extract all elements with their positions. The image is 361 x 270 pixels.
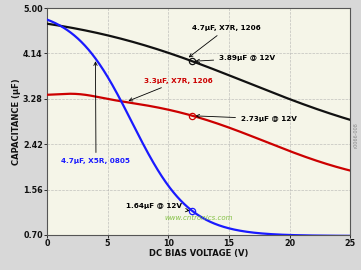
Text: 4.7μF, X7R, 1206: 4.7μF, X7R, 1206 xyxy=(190,25,261,57)
Text: r0066-008: r0066-008 xyxy=(353,122,358,148)
Text: 0.748μF @ 25V
−84%: 0.748μF @ 25V −84% xyxy=(0,269,1,270)
Text: 4.7μF, X5R, 0805: 4.7μF, X5R, 0805 xyxy=(61,62,130,164)
Text: 2.73μF @ 12V: 2.73μF @ 12V xyxy=(196,114,297,122)
Text: 1.64μF @ 12V: 1.64μF @ 12V xyxy=(126,203,189,212)
X-axis label: DC BIAS VOLTAGE (V): DC BIAS VOLTAGE (V) xyxy=(149,249,248,258)
Text: 3.89μF @ 12V: 3.89μF @ 12V xyxy=(196,55,275,63)
Y-axis label: CAPACITANCE (μF): CAPACITANCE (μF) xyxy=(13,78,22,165)
Text: www.cntronics.com: www.cntronics.com xyxy=(164,215,233,221)
Text: 3.3μF, X7R, 1206: 3.3μF, X7R, 1206 xyxy=(129,78,213,101)
